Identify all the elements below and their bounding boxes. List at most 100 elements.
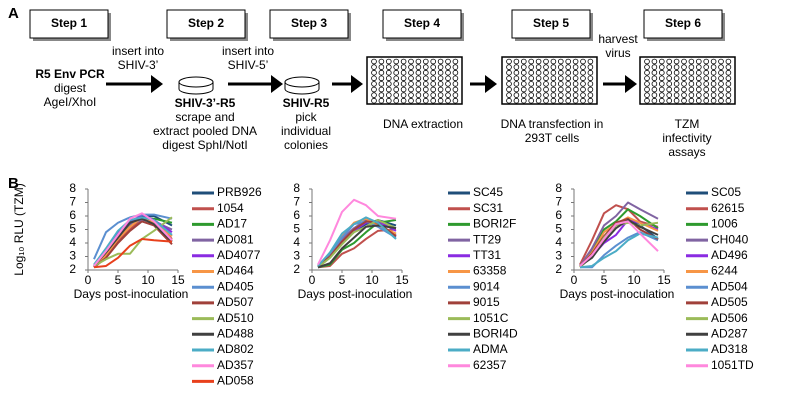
legend-label: AD058 — [217, 374, 254, 388]
well — [587, 92, 594, 98]
well — [422, 81, 429, 87]
well — [452, 86, 459, 93]
well — [550, 97, 557, 104]
well — [437, 75, 444, 82]
well — [437, 97, 444, 104]
well — [651, 64, 658, 70]
well — [543, 81, 549, 87]
step-text: pick — [295, 110, 317, 124]
well — [422, 69, 429, 76]
legend-label: AD464 — [217, 264, 254, 278]
well — [666, 97, 672, 104]
step-text: DNA transfection in — [501, 117, 604, 131]
well — [422, 86, 429, 93]
well — [572, 92, 579, 98]
well — [513, 75, 520, 82]
well — [580, 97, 586, 104]
well — [644, 92, 650, 98]
well — [695, 92, 702, 98]
well — [580, 81, 586, 87]
well — [725, 92, 732, 98]
well — [580, 64, 586, 70]
well — [565, 81, 571, 87]
well — [658, 69, 665, 76]
well — [681, 92, 687, 98]
well — [658, 58, 665, 65]
legend-label: AD318 — [711, 342, 748, 356]
well — [550, 81, 557, 87]
well — [557, 92, 564, 98]
well — [452, 97, 459, 104]
well — [445, 69, 451, 76]
well — [506, 86, 512, 93]
well — [666, 69, 672, 76]
well — [565, 64, 571, 70]
well — [385, 69, 392, 76]
well — [710, 92, 717, 98]
well — [430, 69, 437, 76]
well — [572, 75, 579, 82]
well — [718, 86, 724, 93]
legend-label: AD081 — [217, 232, 254, 246]
y-tick-label: 2 — [293, 262, 300, 276]
well — [506, 58, 512, 65]
well — [430, 64, 437, 70]
well — [565, 69, 571, 76]
legend-label: AD496 — [711, 248, 748, 262]
series-line — [317, 216, 397, 267]
series-line — [317, 219, 397, 269]
well — [378, 58, 385, 65]
step-title: Step 6 — [665, 16, 701, 30]
well — [673, 75, 680, 82]
well — [681, 81, 687, 87]
well — [557, 75, 564, 82]
legend-label: AD504 — [711, 279, 748, 293]
series-line — [93, 213, 173, 260]
well — [415, 69, 422, 76]
well — [688, 75, 695, 82]
well — [695, 97, 702, 104]
well — [644, 64, 650, 70]
series-line — [317, 224, 397, 269]
well — [385, 97, 392, 104]
step-text: digest SphI/NotI — [162, 138, 247, 152]
well — [422, 92, 429, 98]
y-tick-label: 4 — [69, 235, 76, 249]
well — [718, 75, 724, 82]
well — [681, 58, 687, 65]
well — [565, 92, 571, 98]
well — [513, 81, 520, 87]
well — [565, 58, 571, 65]
well — [452, 81, 459, 87]
well — [393, 92, 400, 98]
well — [520, 69, 527, 76]
well — [673, 86, 680, 93]
step-text: scrape and — [175, 110, 234, 124]
well — [710, 64, 717, 70]
well — [703, 64, 709, 70]
well — [550, 69, 557, 76]
series-line — [317, 228, 397, 269]
well — [673, 69, 680, 76]
well — [587, 81, 594, 87]
well — [718, 97, 724, 104]
well — [385, 64, 392, 70]
well — [400, 97, 407, 104]
y-tick-label: 3 — [555, 249, 562, 263]
step-title: Step 2 — [188, 16, 224, 30]
well — [651, 86, 658, 93]
y-axis-label: Log₁₀ RLU (TZM) — [12, 183, 26, 275]
series-line — [93, 216, 173, 267]
step-text: digest — [54, 81, 87, 95]
well — [688, 92, 695, 98]
y-tick-label: 8 — [555, 181, 562, 195]
well — [528, 92, 534, 98]
well — [445, 75, 451, 82]
y-tick-label: 5 — [293, 222, 300, 236]
well — [378, 69, 385, 76]
well — [437, 92, 444, 98]
legend-label: CH040 — [711, 232, 749, 246]
well — [658, 92, 665, 98]
legend-label: BORI4D — [473, 326, 518, 340]
